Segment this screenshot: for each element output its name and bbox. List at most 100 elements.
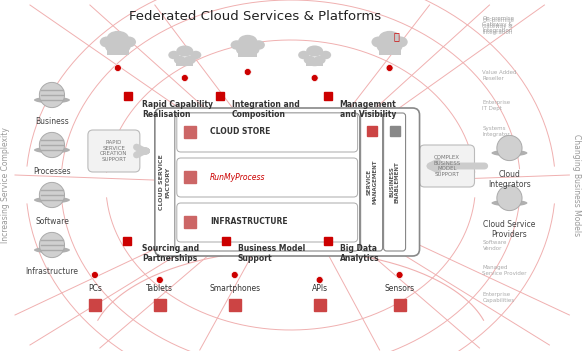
Text: Managed
Service Provider: Managed Service Provider — [482, 265, 527, 276]
Ellipse shape — [115, 41, 130, 53]
Ellipse shape — [34, 247, 70, 253]
Text: Sensors: Sensors — [385, 284, 414, 293]
Ellipse shape — [236, 45, 249, 55]
Circle shape — [157, 277, 164, 284]
Text: INFRASTRUCTURE: INFRASTRUCTURE — [210, 218, 288, 226]
Ellipse shape — [253, 40, 265, 50]
Ellipse shape — [314, 56, 325, 64]
Text: Management
and Visibility: Management and Visibility — [340, 100, 396, 119]
Ellipse shape — [298, 51, 309, 59]
Bar — [176, 62, 193, 66]
Ellipse shape — [379, 31, 400, 45]
Text: Processes: Processes — [33, 167, 71, 176]
Text: RAPID
SERVICE
CREATION
SUPPORT: RAPID SERVICE CREATION SUPPORT — [100, 140, 127, 162]
Circle shape — [244, 68, 251, 75]
FancyBboxPatch shape — [420, 145, 474, 187]
Ellipse shape — [122, 37, 136, 47]
FancyBboxPatch shape — [177, 113, 357, 152]
Text: CLOUD SERVICE
FACTORY: CLOUD SERVICE FACTORY — [159, 154, 170, 210]
Ellipse shape — [491, 150, 527, 156]
Circle shape — [115, 65, 122, 72]
Text: BUSINESS
ENABLEMENT: BUSINESS ENABLEMENT — [389, 161, 400, 203]
Text: COMPLEX
BUSINESS
MODEL
SUPPORT: COMPLEX BUSINESS MODEL SUPPORT — [434, 155, 460, 177]
Text: On-premise
Gateway &
Integration: On-premise Gateway & Integration — [482, 18, 514, 35]
Ellipse shape — [107, 31, 129, 45]
Text: Tablets: Tablets — [146, 284, 173, 293]
Ellipse shape — [174, 56, 186, 64]
Ellipse shape — [246, 45, 260, 55]
Text: Value Added
Reseller: Value Added Reseller — [482, 70, 517, 81]
Ellipse shape — [105, 41, 120, 53]
FancyBboxPatch shape — [175, 113, 360, 251]
Circle shape — [386, 65, 393, 72]
FancyBboxPatch shape — [384, 113, 406, 251]
Bar — [379, 49, 400, 54]
Ellipse shape — [108, 44, 128, 54]
Ellipse shape — [393, 37, 408, 47]
Text: Rapid Capability
Realisation: Rapid Capability Realisation — [142, 100, 213, 119]
Text: APIs: APIs — [311, 284, 328, 293]
Circle shape — [497, 135, 522, 161]
Ellipse shape — [238, 35, 257, 47]
Ellipse shape — [168, 51, 179, 59]
Ellipse shape — [184, 56, 196, 64]
Text: Integration and
Composition: Integration and Composition — [232, 100, 300, 119]
Text: CLOUD STORE: CLOUD STORE — [210, 127, 270, 137]
Text: Changing Business Models: Changing Business Models — [572, 134, 581, 236]
Text: Big Data
Analytics: Big Data Analytics — [340, 244, 379, 263]
Ellipse shape — [304, 56, 315, 64]
Ellipse shape — [306, 46, 323, 57]
FancyBboxPatch shape — [177, 158, 357, 197]
Ellipse shape — [100, 37, 114, 47]
Circle shape — [311, 74, 318, 81]
Bar — [107, 49, 129, 54]
Bar — [238, 52, 257, 57]
Ellipse shape — [371, 37, 386, 47]
Circle shape — [396, 272, 403, 278]
Text: Software: Software — [35, 217, 69, 226]
Circle shape — [231, 272, 238, 278]
Text: Smartphones: Smartphones — [209, 284, 260, 293]
Ellipse shape — [491, 200, 527, 206]
Text: PCs: PCs — [88, 284, 102, 293]
Bar — [306, 62, 323, 66]
Text: Enterprise
Capabilities: Enterprise Capabilities — [482, 292, 514, 303]
FancyBboxPatch shape — [155, 108, 420, 256]
Ellipse shape — [307, 58, 322, 66]
Text: Software
Vendor: Software Vendor — [482, 240, 507, 251]
Text: Systems
Integrator: Systems Integrator — [482, 126, 510, 137]
Text: On-premise
Gateway &
Integration: On-premise Gateway & Integration — [482, 16, 514, 33]
Circle shape — [91, 272, 98, 278]
Circle shape — [40, 232, 65, 258]
Ellipse shape — [320, 51, 331, 59]
Circle shape — [40, 82, 65, 108]
Ellipse shape — [34, 97, 70, 103]
Ellipse shape — [34, 147, 70, 153]
Circle shape — [316, 277, 323, 284]
Circle shape — [40, 132, 65, 158]
Text: Cloud
Integrators: Cloud Integrators — [488, 170, 531, 190]
Text: SERVICE
MANAGEMENT: SERVICE MANAGEMENT — [366, 160, 377, 204]
Ellipse shape — [387, 41, 402, 53]
FancyBboxPatch shape — [361, 113, 382, 251]
FancyBboxPatch shape — [88, 130, 140, 172]
Circle shape — [497, 185, 522, 211]
Ellipse shape — [34, 197, 70, 203]
Text: Enterprise
IT Dept: Enterprise IT Dept — [482, 100, 510, 111]
Ellipse shape — [379, 44, 399, 54]
Text: 🔒: 🔒 — [393, 31, 399, 41]
Ellipse shape — [230, 40, 243, 50]
Ellipse shape — [377, 41, 392, 53]
Text: Business: Business — [35, 117, 69, 126]
Text: Business Model
Support: Business Model Support — [237, 244, 305, 263]
Text: Cloud Service
Providers: Cloud Service Providers — [483, 220, 535, 239]
Text: Increasing Service Complexity: Increasing Service Complexity — [2, 127, 10, 243]
Text: Federated Cloud Services & Platforms: Federated Cloud Services & Platforms — [129, 10, 381, 23]
Text: RunMyProcess: RunMyProcess — [210, 172, 265, 181]
Ellipse shape — [239, 47, 256, 57]
Circle shape — [40, 183, 65, 207]
Circle shape — [182, 74, 189, 81]
Text: Infrastructure: Infrastructure — [26, 267, 79, 276]
FancyBboxPatch shape — [177, 203, 357, 242]
Text: Sourcing and
Partnerships: Sourcing and Partnerships — [142, 244, 199, 263]
